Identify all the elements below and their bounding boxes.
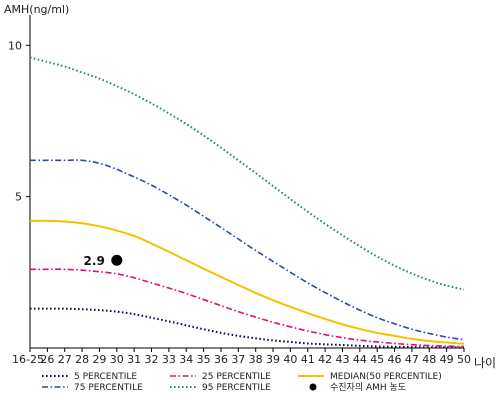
- legend: 5 PERCENTILE 25 PERCENTILE MEDIAN(50 PERCE…: [42, 372, 442, 393]
- x-tick-label: 46: [388, 353, 402, 366]
- x-tick-label: 50: [457, 353, 471, 366]
- x-tick-label: 27: [58, 353, 72, 366]
- x-tick-label: 42: [318, 353, 332, 366]
- x-tick-label: 30: [110, 353, 124, 366]
- x-tick-label: 31: [127, 353, 141, 366]
- x-tick-label: 43: [335, 353, 349, 366]
- patient-amh-point: [111, 254, 123, 266]
- y-tick-label: 5: [15, 191, 22, 204]
- legend-point-marker: [309, 383, 317, 391]
- x-tick-label: 35: [197, 353, 211, 366]
- x-tick-label: 29: [92, 353, 106, 366]
- x-tick-label: 41: [301, 353, 315, 366]
- x-tick-label: 37: [231, 353, 245, 366]
- x-tick-label: 34: [179, 353, 193, 366]
- legend-label-2: 25 PERCENTILE: [202, 372, 271, 382]
- x-axis-label: 나이: [474, 356, 496, 370]
- chart-axes: AMH(ng/ml) 나이: [4, 3, 496, 370]
- legend-label-4: 75 PERCENTILE: [74, 383, 143, 393]
- x-tick-label: 33: [162, 353, 176, 366]
- y-axis-label: AMH(ng/ml): [4, 3, 69, 16]
- x-tick-label: 48: [422, 353, 436, 366]
- x-tick-label: 32: [145, 353, 159, 366]
- x-tick-label: 36: [214, 353, 228, 366]
- y-ticks: 5 10: [8, 39, 30, 204]
- x-tick-label: 28: [75, 353, 89, 366]
- x-tick-label: 45: [370, 353, 384, 366]
- x-tick-label: 16-25: [12, 353, 44, 366]
- legend-label-3: MEDIAN(50 PERCENTILE): [330, 372, 442, 382]
- legend-point-label: 수진자의 AMH 농도: [330, 382, 406, 393]
- series-line-3: [29, 219, 465, 345]
- legend-label-5: 95 PERCENTILE: [202, 383, 271, 393]
- x-tick-label: 44: [353, 353, 367, 366]
- x-tick-label: 39: [266, 353, 280, 366]
- x-tick-label: 40: [283, 353, 297, 366]
- patient-amh-value-label: 2.9: [84, 254, 105, 268]
- legend-label-1: 5 PERCENTILE: [74, 372, 137, 382]
- x-tick-label: 49: [440, 353, 454, 366]
- x-tick-label: 26: [40, 353, 54, 366]
- x-tick-label: 38: [249, 353, 263, 366]
- series-lines: [29, 56, 465, 349]
- y-tick-label: 10: [8, 39, 22, 52]
- series-line-2: [30, 268, 465, 348]
- x-tick-label: 47: [405, 353, 419, 366]
- series-line-5: [29, 56, 465, 291]
- annotations: 2.9: [84, 254, 123, 268]
- series-line-4: [29, 159, 465, 341]
